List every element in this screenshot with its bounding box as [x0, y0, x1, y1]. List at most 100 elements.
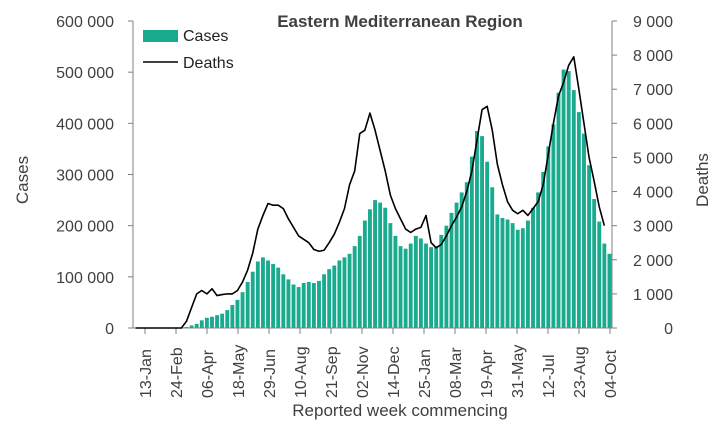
- y-right-tick-label: 5 000: [633, 150, 673, 167]
- cases-bar: [250, 271, 255, 328]
- cases-bar: [536, 192, 541, 328]
- cases-bar: [408, 243, 413, 328]
- y-left-tick-label: 400 000: [56, 116, 114, 133]
- legend-deaths-label: Deaths: [183, 55, 234, 72]
- cases-bar: [357, 235, 362, 328]
- chart-title: Eastern Mediterranean Region: [277, 12, 523, 31]
- cases-bar: [459, 192, 464, 328]
- x-tick-label: 23-Aug: [572, 346, 589, 398]
- legend: Cases Deaths: [143, 28, 234, 72]
- cases-bar: [342, 257, 347, 328]
- x-tick-label: 12-Jul: [541, 354, 558, 398]
- cases-bar: [220, 313, 225, 328]
- x-tick-label: 21-Sep: [324, 346, 341, 398]
- cases-bar: [444, 225, 449, 328]
- x-tick-label: 29-Jun: [262, 349, 279, 398]
- cases-bars: [184, 69, 612, 329]
- cases-bar: [485, 161, 490, 328]
- y-right-tick-label: 0: [664, 321, 673, 338]
- cases-bar: [271, 264, 276, 328]
- x-tick-label: 04-Oct: [603, 349, 620, 398]
- cases-bar: [592, 199, 597, 328]
- cases-bar: [531, 207, 535, 328]
- y-right-tick-label: 3 000: [633, 219, 673, 236]
- cases-bar: [403, 248, 408, 328]
- cases-bar: [373, 200, 377, 328]
- cases-bar: [398, 246, 403, 328]
- cases-bar: [587, 165, 591, 328]
- y-right-tick-label: 4 000: [633, 185, 673, 202]
- cases-bar: [388, 223, 393, 328]
- x-tick-label: 25-Jan: [417, 349, 434, 398]
- cases-bar: [551, 124, 556, 328]
- cases-bar: [469, 156, 474, 328]
- x-tick-label: 19-Apr: [479, 349, 496, 398]
- cases-bar: [266, 260, 270, 328]
- cases-bar: [261, 257, 265, 328]
- cases-bar: [561, 69, 566, 329]
- cases-bar: [235, 299, 240, 328]
- cases-bar: [515, 229, 520, 328]
- x-tick-label: 18-May: [231, 345, 248, 398]
- cases-bar: [393, 235, 398, 328]
- cases-bar: [602, 243, 607, 328]
- cases-bar: [245, 281, 250, 328]
- cases-bar: [281, 274, 286, 328]
- cases-bar: [352, 246, 357, 328]
- y-left-tick-label: 100 000: [56, 270, 114, 287]
- cases-bar: [337, 260, 342, 328]
- cases-bar: [475, 131, 479, 328]
- cases-bar: [327, 269, 332, 328]
- cases-bar: [184, 326, 189, 328]
- cases-bar: [317, 280, 321, 328]
- cases-bar: [571, 90, 576, 328]
- cases-bar: [556, 92, 561, 328]
- y-right-tick-label: 9 000: [633, 14, 673, 31]
- deaths-line-layer: [135, 56, 606, 329]
- cases-bar: [194, 323, 199, 328]
- cases-bar: [424, 243, 428, 328]
- y-left-tick-label: 0: [105, 321, 114, 338]
- cases-bar: [383, 207, 388, 328]
- cases-bar: [520, 228, 525, 328]
- cases-bar: [525, 220, 530, 328]
- cases-bar: [546, 146, 551, 328]
- cases-bar: [230, 304, 235, 328]
- y-left-tick-label: 500 000: [56, 65, 114, 82]
- cases-bar: [311, 282, 316, 328]
- cases-bar: [480, 136, 484, 329]
- cases-bar: [215, 315, 220, 328]
- cases-bar: [576, 112, 581, 328]
- y-left-tick-label: 600 000: [56, 14, 114, 31]
- axes: [128, 20, 617, 334]
- cases-bar: [225, 310, 230, 328]
- x-tick-label: 14-Dec: [386, 346, 403, 398]
- cases-bar: [510, 223, 515, 328]
- cases-bar: [291, 284, 296, 328]
- cases-bar: [566, 71, 571, 328]
- legend-cases-swatch: [143, 30, 178, 42]
- cases-bar: [490, 187, 495, 328]
- cases-bar: [607, 253, 612, 328]
- cases-bar: [495, 214, 500, 328]
- cases-bar: [429, 247, 434, 328]
- y-right-tick-label: 8 000: [633, 48, 673, 65]
- cases-bar: [347, 253, 352, 328]
- cases-bar: [582, 133, 586, 328]
- x-tick-label: 13-Jan: [138, 349, 155, 398]
- x-tick-label: 06-Apr: [200, 349, 217, 398]
- y-right-tick-label: 1 000: [633, 287, 673, 304]
- legend-cases-label: Cases: [183, 28, 228, 45]
- y-axis-left-title: Cases: [13, 156, 32, 204]
- y-left-tick-label: 200 000: [56, 219, 114, 236]
- cases-bar: [306, 281, 311, 328]
- cases-bar: [296, 287, 301, 328]
- tick-labels: 0 100 000 200 000 300 000 400 000 500 000 600 …: [56, 14, 673, 398]
- y-right-tick-label: 6 000: [633, 116, 673, 133]
- cases-bar: [500, 217, 505, 328]
- cases-bar: [240, 292, 245, 328]
- x-tick-label: 10-Aug: [293, 346, 310, 398]
- cases-bar: [255, 261, 260, 328]
